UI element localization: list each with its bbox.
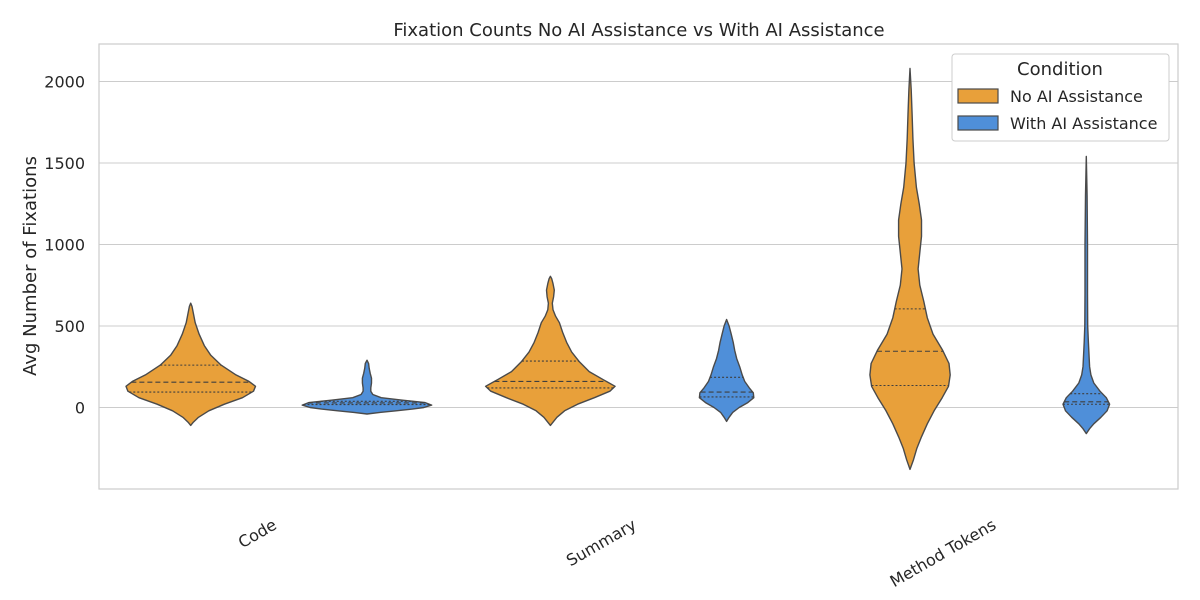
- legend: Condition No AI Assistance With AI Assis…: [951, 53, 1170, 142]
- violin-code-with-ai: [301, 359, 433, 415]
- violin-method-tokens-no-ai: [869, 67, 951, 471]
- legend-label-no-ai: No AI Assistance: [1010, 87, 1143, 106]
- y-axis-label: Avg Number of Fixations: [20, 156, 41, 376]
- legend-label-with-ai: With AI Assistance: [1010, 114, 1157, 133]
- y-axis: 0 500 1000 1500 2000: [44, 72, 85, 417]
- violin-code-no-ai: [125, 302, 257, 427]
- chart-title: Fixation Counts No AI Assistance vs With…: [393, 20, 884, 41]
- violin-summary-with-ai: [698, 318, 755, 423]
- violin-summary-no-ai: [484, 275, 616, 427]
- x-tick-label: Method Tokens: [887, 515, 1000, 591]
- y-tick-label: 1000: [44, 235, 85, 254]
- y-tick-label: 2000: [44, 72, 85, 91]
- y-tick-label: 500: [54, 317, 85, 336]
- plot-area: [125, 67, 1111, 471]
- x-tick-label: Code: [235, 515, 280, 552]
- grid: [99, 80, 1178, 408]
- x-tick-label: Summary: [563, 515, 639, 570]
- y-tick-label: 1500: [44, 154, 85, 173]
- y-tick-label: 0: [75, 398, 85, 417]
- legend-title: Condition: [1017, 59, 1103, 80]
- legend-swatch-with-ai: [957, 115, 999, 131]
- plot-frame: [98, 43, 1179, 490]
- violin-method-tokens-with-ai: [1062, 155, 1111, 435]
- legend-box: [951, 53, 1170, 142]
- x-axis: Code Summary Method Tokens: [235, 515, 999, 591]
- legend-swatch-no-ai: [957, 88, 999, 104]
